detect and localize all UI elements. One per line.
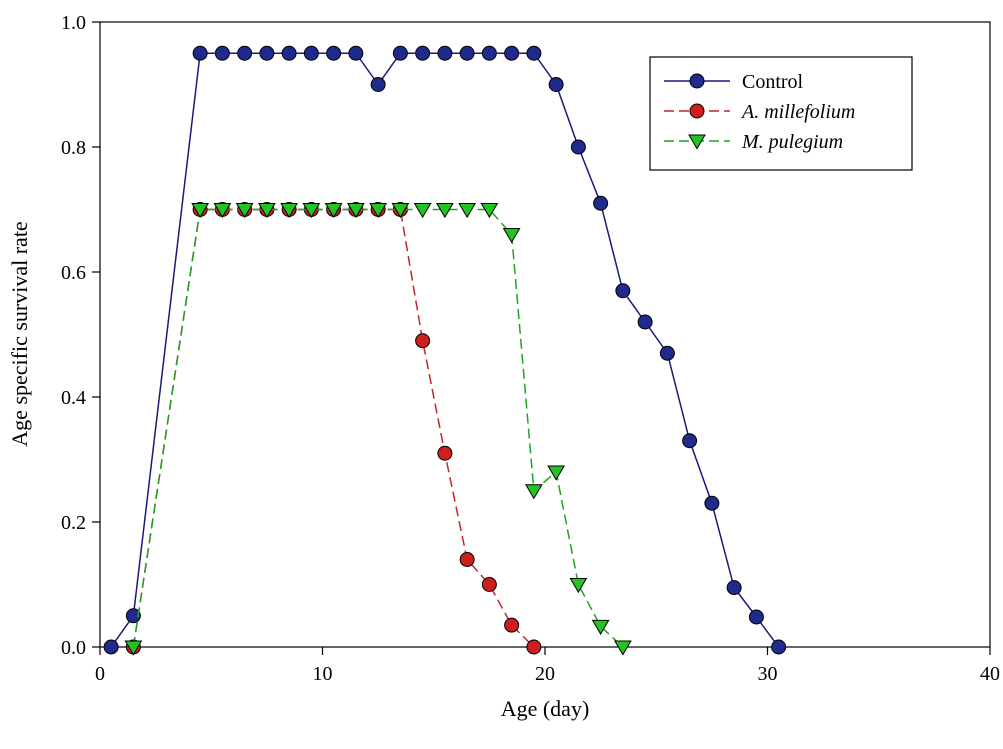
data-point bbox=[392, 45, 408, 61]
data-point bbox=[415, 45, 431, 61]
x-tick-label: 10 bbox=[313, 663, 333, 685]
data-point bbox=[547, 465, 565, 481]
data-point bbox=[459, 45, 475, 61]
data-point bbox=[214, 45, 230, 61]
data-point bbox=[413, 203, 432, 219]
data-point bbox=[192, 45, 208, 61]
data-point bbox=[347, 203, 365, 219]
data-point bbox=[526, 639, 542, 655]
data-point bbox=[771, 639, 787, 655]
y-tick-label: 0.6 bbox=[61, 262, 86, 284]
data-point bbox=[259, 45, 275, 61]
data-point bbox=[504, 617, 520, 633]
legend-entry: A. millefolium bbox=[664, 101, 855, 123]
data-point bbox=[459, 552, 475, 567]
y-tick-label: 1.0 bbox=[61, 12, 86, 34]
legend-marker bbox=[689, 73, 705, 89]
data-point bbox=[481, 45, 497, 61]
data-point bbox=[437, 445, 453, 461]
data-point bbox=[436, 203, 454, 219]
y-tick-label: 0.2 bbox=[61, 512, 86, 534]
y-tick-label: 0.8 bbox=[61, 137, 86, 159]
data-point bbox=[548, 77, 564, 92]
data-point bbox=[124, 640, 143, 656]
legend-label: A. millefolium bbox=[740, 101, 855, 123]
data-point bbox=[369, 203, 387, 219]
data-point bbox=[748, 609, 764, 625]
data-point bbox=[213, 203, 232, 219]
series-line bbox=[132, 208, 624, 648]
data-point bbox=[237, 45, 253, 61]
x-axis-title: Age (day) bbox=[501, 696, 590, 721]
series-1 bbox=[103, 45, 787, 655]
legend-label: Control bbox=[742, 71, 804, 93]
data-point bbox=[614, 640, 632, 656]
data-point bbox=[458, 203, 476, 219]
legend-marker bbox=[688, 134, 706, 150]
data-point bbox=[682, 433, 698, 449]
data-point bbox=[570, 139, 586, 155]
data-point bbox=[437, 45, 453, 61]
data-point bbox=[525, 484, 543, 500]
data-point bbox=[370, 77, 386, 92]
series-3 bbox=[124, 203, 632, 656]
x-tick-label: 40 bbox=[980, 663, 1000, 685]
x-tick-label: 20 bbox=[535, 663, 555, 685]
data-point bbox=[480, 203, 499, 219]
series-layer bbox=[103, 45, 787, 656]
ticks-layer: 0 10 20 30 40 0.0 0.2 0.4 0.6 0.8 1.0 bbox=[61, 12, 1000, 685]
data-point bbox=[235, 203, 254, 219]
series-2 bbox=[125, 202, 542, 655]
data-point bbox=[302, 203, 321, 219]
data-point bbox=[637, 314, 653, 330]
data-point bbox=[704, 495, 720, 511]
y-tick-label: 0.0 bbox=[61, 637, 86, 659]
data-point bbox=[303, 45, 319, 61]
data-point bbox=[103, 639, 119, 655]
data-point bbox=[481, 577, 497, 592]
data-point bbox=[726, 580, 742, 596]
data-point bbox=[348, 45, 364, 61]
data-point bbox=[659, 345, 675, 361]
data-point bbox=[258, 203, 276, 219]
legend-entry: M. pulegium bbox=[664, 131, 843, 153]
legend-entry: Control bbox=[664, 71, 804, 93]
data-point bbox=[191, 203, 209, 219]
data-point bbox=[593, 195, 609, 211]
data-point bbox=[569, 578, 588, 594]
data-point bbox=[502, 228, 521, 244]
data-point bbox=[415, 333, 431, 349]
legend-marker bbox=[689, 103, 705, 119]
legend: Control A. millefolium M. pulegium bbox=[649, 56, 913, 171]
legend-label: M. pulegium bbox=[741, 131, 843, 153]
data-point bbox=[326, 45, 342, 61]
y-axis-title: Age specific survival rate bbox=[7, 221, 32, 446]
data-point bbox=[504, 45, 520, 61]
data-point bbox=[591, 619, 610, 635]
data-point bbox=[281, 45, 297, 61]
y-tick-label: 0.4 bbox=[61, 387, 86, 409]
series-line bbox=[132, 208, 535, 648]
x-tick-label: 0 bbox=[95, 663, 105, 685]
data-point bbox=[526, 45, 542, 61]
data-point bbox=[125, 608, 141, 624]
x-tick-label: 30 bbox=[758, 663, 778, 685]
data-point bbox=[615, 283, 631, 299]
data-point bbox=[324, 203, 343, 219]
data-point bbox=[391, 203, 410, 219]
data-point bbox=[280, 203, 298, 219]
